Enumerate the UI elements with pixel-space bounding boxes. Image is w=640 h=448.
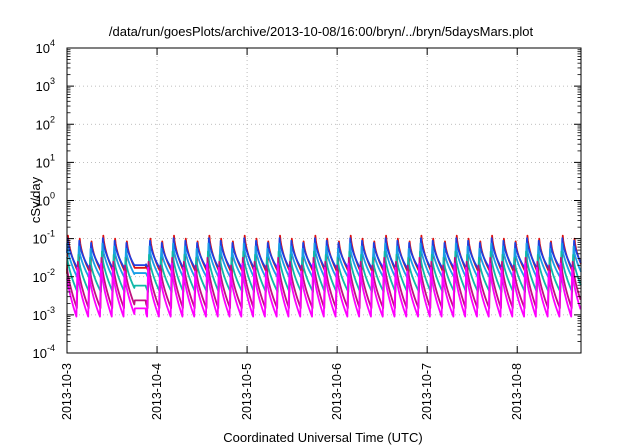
y-tick-exponent: 0 <box>50 191 55 201</box>
chart-title: /data/run/goesPlots/archive/2013-10-08/1… <box>109 24 534 39</box>
y-tick-exponent: 3 <box>50 76 55 86</box>
x-axis-label: Coordinated Universal Time (UTC) <box>223 430 422 445</box>
series-line <box>66 262 582 318</box>
y-tick-exponent: 4 <box>50 38 55 48</box>
y-tick-exponent: -2 <box>47 267 55 277</box>
series-line <box>66 237 582 271</box>
y-tick-exponent: -1 <box>47 229 55 239</box>
y-tick-label: 100 <box>36 191 55 209</box>
y-tick-exponent: 2 <box>50 114 55 124</box>
series-group <box>66 234 582 318</box>
x-tick-label: 2013-10-5 <box>240 363 254 420</box>
y-tick-exponent: 1 <box>50 152 55 162</box>
y-tick-label: 10-4 <box>33 343 55 361</box>
x-tick-label: 2013-10-7 <box>420 363 434 420</box>
y-axis-label: cSv/day <box>28 176 43 223</box>
x-tick-label: 2013-10-6 <box>330 363 344 420</box>
x-tick-label: 2013-10-4 <box>150 363 164 420</box>
y-tick-label: 101 <box>36 152 55 170</box>
y-tick-label: 10-3 <box>33 305 55 323</box>
x-tick-label: 2013-10-3 <box>60 363 74 420</box>
y-tick-label: 102 <box>36 114 55 132</box>
y-tick-label: 10-2 <box>33 267 55 285</box>
y-tick-label: 104 <box>36 38 55 56</box>
axis-ticks: 10-410-310-210-11001011021031042013-10-3… <box>33 38 581 420</box>
y-tick-label: 10-1 <box>33 229 55 247</box>
x-tick-label: 2013-10-8 <box>510 363 524 420</box>
y-tick-exponent: -4 <box>47 343 55 353</box>
y-tick-exponent: -3 <box>47 305 55 315</box>
y-tick-label: 103 <box>36 76 55 94</box>
